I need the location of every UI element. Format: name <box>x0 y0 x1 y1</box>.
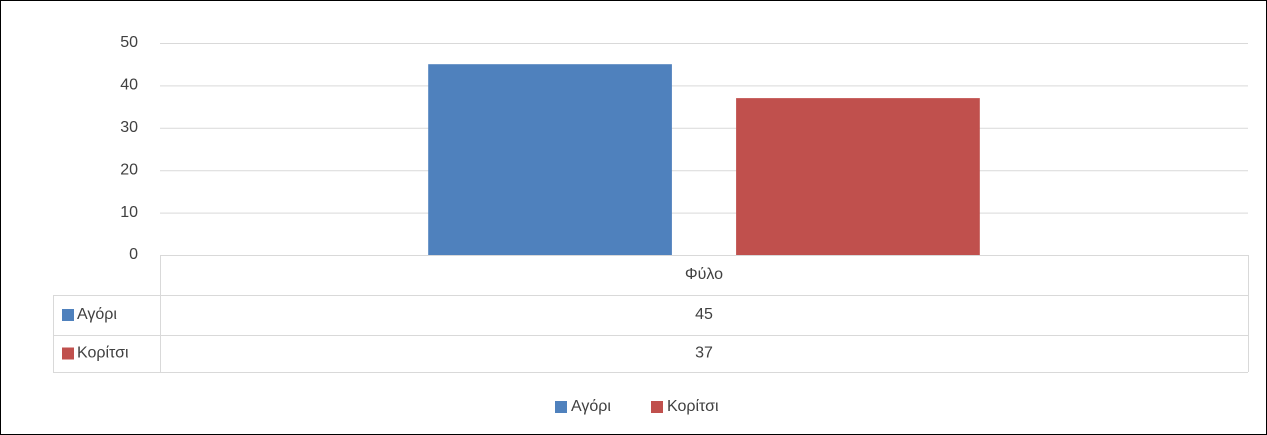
table-value: 45 <box>695 306 713 323</box>
x-tick-label: Φύλο <box>685 266 723 283</box>
table-legend-swatch <box>62 309 74 321</box>
y-tick-label: 50 <box>120 34 138 51</box>
y-tick-label: 40 <box>120 77 138 94</box>
table-series-name: Κορίτσι <box>77 345 129 362</box>
table-value: 37 <box>695 345 713 362</box>
legend-label: Αγόρι <box>571 398 611 415</box>
y-tick-label: 10 <box>120 204 138 221</box>
y-tick-label: 0 <box>129 246 138 263</box>
legend-label: Κορίτσι <box>667 398 719 415</box>
y-tick-label: 30 <box>120 119 138 136</box>
bar <box>736 98 980 256</box>
table-legend-swatch <box>62 347 74 360</box>
bar <box>428 64 672 255</box>
y-tick-label: 20 <box>120 161 138 178</box>
legend-swatch <box>555 401 567 413</box>
legend-swatch <box>651 401 663 413</box>
table-series-name: Αγόρι <box>77 306 117 323</box>
